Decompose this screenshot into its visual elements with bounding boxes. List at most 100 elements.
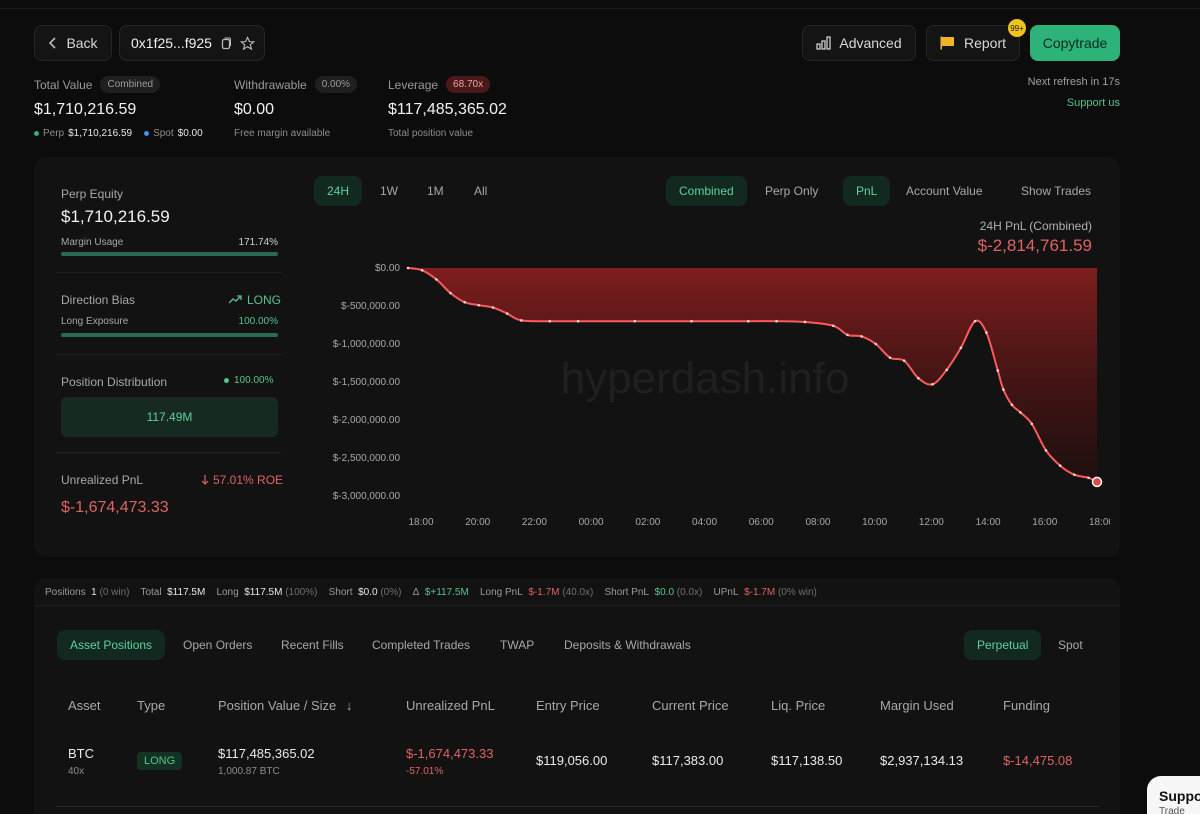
combined-chip: Combined <box>100 76 161 93</box>
data-point <box>945 368 949 372</box>
support-link[interactable]: Support us <box>1066 97 1120 109</box>
dist-dot <box>224 378 229 383</box>
total-value-label: Total Value <box>34 77 93 92</box>
col-type[interactable]: Type <box>137 698 166 713</box>
data-point <box>832 324 835 328</box>
mode-combined[interactable]: Combined <box>666 176 747 206</box>
tab-recent-fills[interactable]: Recent Fills <box>281 638 344 652</box>
chevron-left-icon <box>49 37 57 49</box>
data-point <box>874 342 878 346</box>
tab-perpetual[interactable]: Perpetual <box>964 630 1042 660</box>
metric-pnl[interactable]: PnL <box>843 176 891 206</box>
roe-value: 57.01% ROE <box>213 473 284 487</box>
chart-value: $-2,814,761.59 <box>977 236 1092 255</box>
positions-label: Positions <box>45 587 86 598</box>
col-position-value[interactable]: Position Value / Size ↓ <box>218 698 352 713</box>
bar-chart-icon <box>816 36 831 50</box>
spot-label: Spot <box>153 128 174 139</box>
positions-win: (0 win) <box>99 587 130 598</box>
range-all[interactable]: All <box>474 184 488 198</box>
x-tick-label: 10:00 <box>862 517 887 528</box>
support-widget-sub: Trade <box>1159 806 1185 814</box>
perp-dot <box>34 131 39 136</box>
tab-completed-trades[interactable]: Completed Trades <box>372 638 471 652</box>
x-axis: 18:00 20:00 22:00 00:00 02:00 04:00 06:00 08:00… <box>408 517 1110 528</box>
row-funding: $-14,475.08 <box>1003 753 1073 768</box>
wallet-address: 0x1f25...f925 <box>131 35 212 51</box>
data-point <box>1030 422 1034 426</box>
arrow-down-icon <box>201 475 209 485</box>
x-tick-label: 18:00 <box>1089 517 1110 528</box>
row-entry-price: $119,056.00 <box>536 753 608 768</box>
star-icon[interactable] <box>239 35 255 51</box>
col-margin-used[interactable]: Margin Used <box>880 698 954 713</box>
data-point <box>746 319 750 323</box>
data-point <box>1010 403 1014 407</box>
flag-icon <box>940 36 954 50</box>
metric-account-value[interactable]: Account Value <box>906 184 983 198</box>
data-point <box>860 335 863 338</box>
col-unrealized-pnl[interactable]: Unrealized PnL <box>406 698 495 713</box>
position-dist-pct: 100.00% <box>234 375 274 386</box>
support-widget-title: Suppo <box>1159 788 1200 804</box>
advanced-button[interactable]: Advanced <box>802 25 916 61</box>
pnl-chart[interactable]: hyperdash.info $0.00 $-500,000.00 $-1,000,… <box>300 255 1110 535</box>
sort-arrow-icon[interactable]: ↓ <box>345 698 353 713</box>
short-pnl-label: Short PnL <box>604 587 649 598</box>
total-value-stat: Total Value Combined $1,710,216.59 Perp $… <box>34 76 203 139</box>
direction-bias: LONG <box>228 293 281 307</box>
long-pct: (100%) <box>285 587 318 598</box>
data-point <box>1073 473 1076 477</box>
data-point <box>435 278 438 281</box>
mode-perp-only[interactable]: Perp Only <box>765 184 819 198</box>
report-button[interactable]: Report <box>926 25 1020 61</box>
position-dist-bar[interactable]: 117.49M <box>61 397 278 437</box>
range-1w[interactable]: 1W <box>380 184 398 198</box>
positions-panel <box>34 578 1120 814</box>
spot-value: $0.00 <box>177 128 203 139</box>
tab-spot[interactable]: Spot <box>1058 638 1083 652</box>
withdrawable-chip: 0.00% <box>314 76 358 93</box>
data-point <box>1019 411 1022 414</box>
tab-twap[interactable]: TWAP <box>500 638 535 652</box>
x-tick-label: 04:00 <box>692 517 717 528</box>
x-tick-label: 18:00 <box>408 517 433 528</box>
data-point <box>803 320 807 324</box>
data-point <box>420 268 424 272</box>
copytrade-button[interactable]: Copytrade <box>1030 25 1120 61</box>
row-type-badge: LONG <box>137 752 183 770</box>
range-24h[interactable]: 24H <box>314 176 363 206</box>
tab-asset-positions[interactable]: Asset Positions <box>57 630 166 660</box>
delta-label: Δ <box>412 587 420 598</box>
short-label: Short <box>328 587 353 598</box>
unrealized-value: $-1,674,473.33 <box>61 499 169 516</box>
support-widget[interactable]: Suppo Trade <box>1147 776 1200 814</box>
back-button[interactable]: Back <box>34 25 112 61</box>
col-current-price[interactable]: Current Price <box>652 698 729 713</box>
x-tick-label: 16:00 <box>1032 517 1057 528</box>
perp-value: $1,710,216.59 <box>68 128 133 139</box>
perp-equity-value: $1,710,216.59 <box>61 207 170 226</box>
col-liq-price[interactable]: Liq. Price <box>771 698 826 713</box>
data-point <box>996 369 1000 372</box>
total-label: Total <box>140 587 162 598</box>
data-point <box>520 319 523 322</box>
long-exposure-label: Long Exposure <box>61 316 129 327</box>
row-asset[interactable]: BTC <box>68 746 94 761</box>
col-funding[interactable]: Funding <box>1003 698 1050 713</box>
x-tick-label: 14:00 <box>976 517 1001 528</box>
data-point <box>548 319 552 323</box>
tab-deposits-withdrawals[interactable]: Deposits & Withdrawals <box>564 638 691 652</box>
tab-open-orders[interactable]: Open Orders <box>183 638 253 652</box>
row-leverage: 40x <box>68 766 85 777</box>
range-1m[interactable]: 1M <box>427 184 444 198</box>
show-trades-toggle[interactable]: Show Trades <box>1021 184 1092 198</box>
pnl-points <box>406 266 1103 488</box>
data-point <box>576 319 580 323</box>
row-upnl: $-1,674,473.33 <box>406 746 494 761</box>
x-tick-label: 20:00 <box>465 517 490 528</box>
row-current-price: $117,383.00 <box>652 753 724 768</box>
col-asset[interactable]: Asset <box>68 698 101 713</box>
col-entry-price[interactable]: Entry Price <box>536 698 600 713</box>
copy-icon[interactable] <box>220 36 232 50</box>
